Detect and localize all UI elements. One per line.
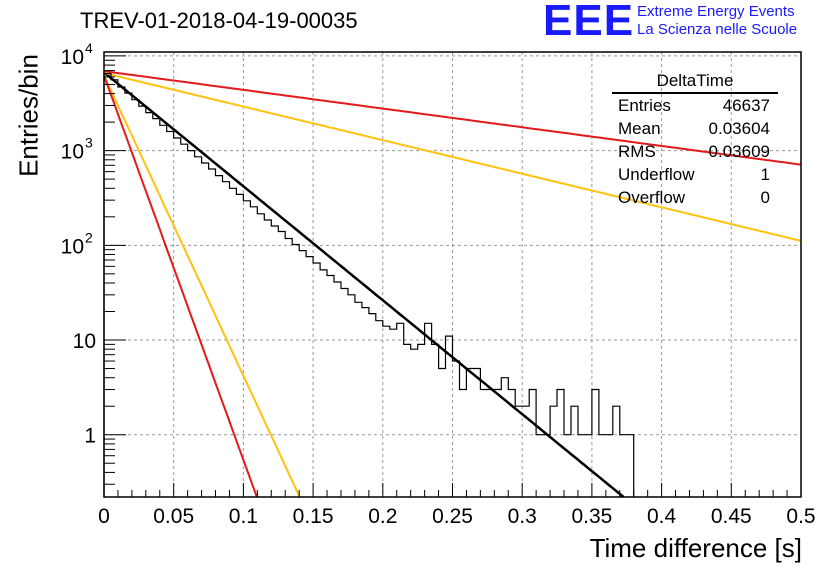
stats-value: 0.03609 xyxy=(708,142,770,161)
x-tick-label: 0.4 xyxy=(647,505,677,528)
y-tick-exponent: 3 xyxy=(85,135,93,151)
fit-curve-2 xyxy=(103,72,802,242)
stats-label: Entries xyxy=(618,96,671,115)
stats-row-rms: RMS 0.03609 xyxy=(612,140,778,163)
histogram-steps xyxy=(103,73,635,497)
x-axis: 0 0.05 0.1 0.15 0.2 0.25 0.3 0.35 0.4 0.45 0.5 xyxy=(98,483,816,528)
stats-row-entries: Entries 46637 xyxy=(612,94,778,117)
stats-row-overflow: Overflow 0 xyxy=(612,186,778,209)
stats-label: Underflow xyxy=(618,165,695,184)
x-tick-label: 0.5 xyxy=(786,505,815,528)
x-tick-label: 0.05 xyxy=(153,505,194,528)
y-tick-label: 10 xyxy=(61,235,84,258)
fit-curve-1 xyxy=(103,70,802,166)
histogram xyxy=(103,73,635,497)
logo-caption-line1: Extreme Energy Events xyxy=(637,3,795,20)
x-tick-label: 0.3 xyxy=(508,505,537,528)
chart-title: TREV-01-2018-04-19-00035 xyxy=(80,8,358,33)
x-tick-label: 0 xyxy=(98,505,110,528)
stats-label: Mean xyxy=(618,119,661,138)
x-tick-label: 0.2 xyxy=(368,505,397,528)
x-tick-label: 0.45 xyxy=(711,505,752,528)
stats-label: Overflow xyxy=(618,188,686,207)
y-tick-label: 10 xyxy=(61,46,84,69)
fit-curve-3 xyxy=(103,75,301,498)
eee-logo: EEE xyxy=(543,0,635,45)
stats-value: 0 xyxy=(760,188,770,207)
logo-caption: Extreme Energy Events La Scienza nelle S… xyxy=(637,3,797,39)
stats-label: RMS xyxy=(618,142,656,161)
y-tick-label: 10 xyxy=(61,141,84,164)
fit-curves xyxy=(103,70,802,498)
stats-value: 0.03604 xyxy=(708,119,770,138)
x-tick-label: 0.35 xyxy=(571,505,612,528)
stats-value: 1 xyxy=(760,165,770,184)
stats-row-mean: Mean 0.03604 xyxy=(612,117,778,140)
y-tick-label: 1 xyxy=(84,425,96,448)
y-axis-label: Entries/bin xyxy=(13,54,44,177)
x-tick-label: 0.15 xyxy=(293,505,334,528)
x-axis-label: Time difference [s] xyxy=(589,533,802,563)
fit-curve-4 xyxy=(103,75,258,498)
x-tick-label: 0.25 xyxy=(432,505,473,528)
grid-lines xyxy=(104,52,801,497)
x-tick-label: 0.1 xyxy=(229,505,258,528)
stats-row-underflow: Underflow 1 xyxy=(612,163,778,186)
stats-box: DeltaTime Entries 46637 Mean 0.03604 RMS… xyxy=(612,70,778,209)
stats-title: DeltaTime xyxy=(612,70,778,94)
y-tick-exponent: 2 xyxy=(85,229,93,245)
logo-caption-line2: La Scienza nelle Scuole xyxy=(637,21,798,38)
fit-curve-0 xyxy=(103,71,625,498)
y-tick-label: 10 xyxy=(73,330,96,353)
y-tick-exponent: 4 xyxy=(85,40,93,56)
stats-value: 46637 xyxy=(722,96,770,115)
